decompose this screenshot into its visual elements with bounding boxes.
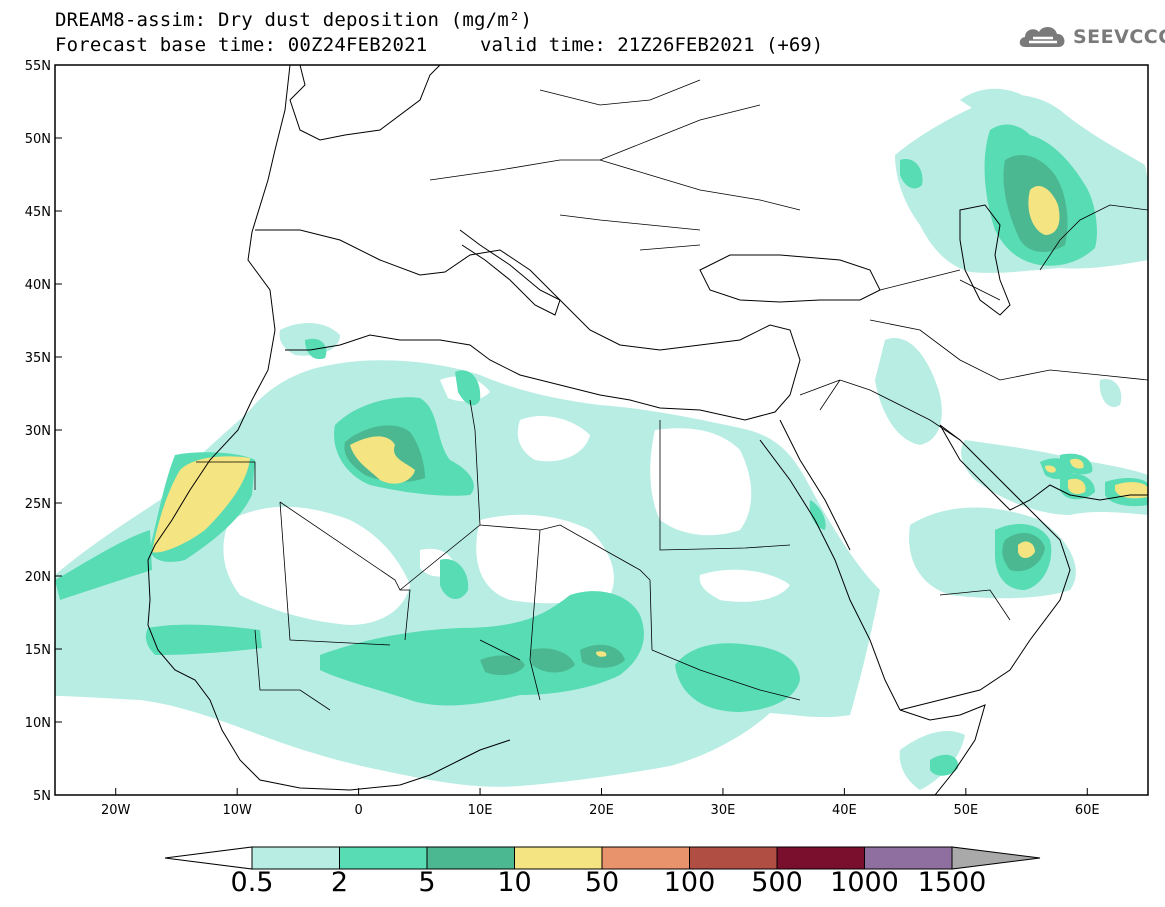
- lat-tick-label: 10N: [25, 716, 51, 731]
- lat-tick-label: 45N: [25, 205, 51, 220]
- coastline-caspian-sea: [959, 204, 1011, 316]
- colorbar-label: 5: [418, 867, 436, 898]
- lat-tick-label: 50N: [25, 132, 51, 147]
- cloud-icon: [1019, 26, 1065, 47]
- valid-time: valid time: 21Z26FEB2021 (+69): [480, 34, 824, 56]
- lat-tick-label: 35N: [25, 351, 51, 366]
- coastline-west-africa: [147, 65, 511, 791]
- lat-tick-label: 5N: [33, 789, 51, 804]
- axis-ticks: 20W 10W 0 10E 20E 30E 40E 50E 60E 5N 10N 15N 20N 25N 3…: [25, 59, 1100, 818]
- lon-tick-label: 50E: [953, 803, 978, 818]
- lon-tick-label: 10W: [222, 803, 252, 818]
- colorbar-under-arrow: [164, 846, 253, 870]
- coastline-europe-mediterranean: [255, 229, 801, 421]
- lon-tick-label: 0: [354, 803, 362, 818]
- coastline-red-sea: [759, 419, 901, 711]
- colorbar-label: 50: [584, 867, 620, 898]
- coastline-north-europe: [289, 65, 441, 141]
- colorbar-box: [864, 846, 953, 870]
- colorbar-box: [426, 846, 515, 870]
- colorbar-label: 500: [751, 867, 803, 898]
- border-lines: [196, 79, 1148, 711]
- coastline-black-sea: [699, 254, 881, 303]
- colorbar-box: [339, 846, 428, 870]
- colorbar-box: [689, 846, 778, 870]
- colorbar-label: 10: [497, 867, 532, 898]
- colorbar-label: 1000: [830, 867, 899, 898]
- lon-tick-label: 20E: [589, 803, 614, 818]
- deposition-level-10-50: [152, 185, 1148, 657]
- forecast-base-time: Forecast base time: 00Z24FEB2021: [55, 34, 428, 56]
- seevccc-logo: SEEVCCC: [1017, 23, 1165, 51]
- lon-tick-label: 10E: [468, 803, 493, 818]
- coastline-italy: [459, 229, 561, 316]
- coastline-arabia: [899, 424, 1071, 711]
- lon-tick-label: 40E: [832, 803, 857, 818]
- coastlines-and-borders: [147, 65, 1148, 795]
- lat-tick-label: 40N: [25, 278, 51, 293]
- colorbar-label: 0.5: [230, 867, 274, 898]
- logo-text: SEEVCCC: [1073, 26, 1165, 48]
- colorbar-box: [251, 846, 340, 870]
- colorbar-label: 100: [663, 867, 716, 898]
- coastline-persian-gulf: [939, 424, 1148, 511]
- lon-tick-label: 60E: [1075, 803, 1100, 818]
- map-title: DREAM8-assim: Dry dust deposition (mg/m²…: [55, 9, 533, 31]
- lat-tick-label: 15N: [25, 643, 51, 658]
- lon-tick-label: 20W: [101, 803, 131, 818]
- lat-tick-label: 30N: [25, 424, 51, 439]
- colorbar-box: [601, 846, 690, 870]
- deposition-level-0.5-2: [55, 88, 1148, 790]
- lat-tick-label: 20N: [25, 570, 51, 585]
- coastline-horn-africa: [899, 704, 986, 795]
- colorbar-box: [776, 846, 865, 870]
- lat-tick-label: 55N: [25, 59, 51, 74]
- deposition-gaps: [223, 376, 790, 625]
- colorbar-over-arrow: [951, 846, 1041, 870]
- colorbar-label: 2: [330, 867, 349, 898]
- colorbar: [164, 846, 1041, 870]
- colorbar-box: [514, 846, 603, 870]
- colorbar-label: 1500: [917, 867, 987, 898]
- lat-tick-label: 25N: [25, 497, 51, 512]
- deposition-fields: [55, 88, 1148, 790]
- lon-tick-label: 30E: [711, 803, 736, 818]
